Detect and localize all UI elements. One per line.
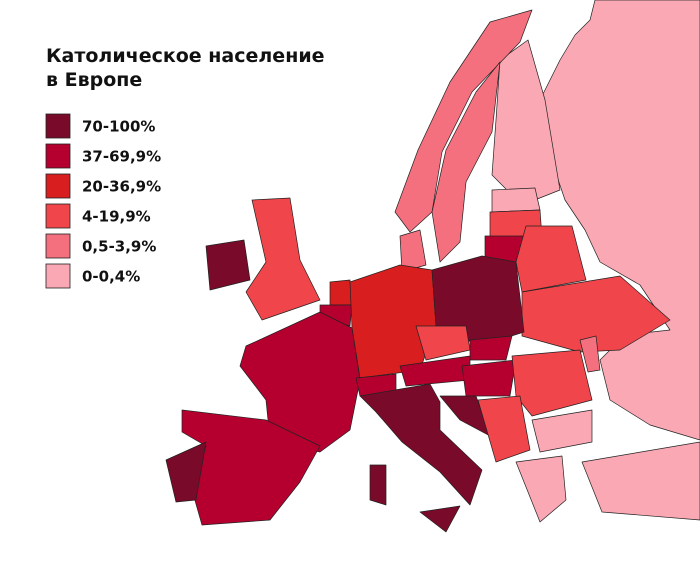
romania xyxy=(511,349,593,417)
ukraine xyxy=(521,275,671,353)
turkey xyxy=(581,441,700,521)
legend-swatch xyxy=(45,263,71,289)
estonia xyxy=(491,187,541,213)
bulgaria xyxy=(531,409,593,453)
russia xyxy=(539,0,700,441)
legend-label: 37-69,9% xyxy=(82,148,161,166)
uk xyxy=(245,197,321,321)
greece xyxy=(515,455,567,523)
sardinia xyxy=(369,464,387,506)
portugal xyxy=(165,441,207,503)
denmark xyxy=(399,229,427,273)
legend-label: 20-36,9% xyxy=(82,178,161,196)
legend-label: 0,5-3,9% xyxy=(82,238,156,256)
slovakia xyxy=(469,335,513,361)
legend-swatch xyxy=(45,113,71,139)
sicily xyxy=(419,505,461,533)
legend-swatch xyxy=(45,143,71,169)
legend-swatch xyxy=(45,203,71,229)
legend-swatch xyxy=(45,233,71,259)
hungary xyxy=(461,359,517,397)
legend-label: 4-19,9% xyxy=(82,208,151,226)
europe-map xyxy=(165,0,700,533)
spain xyxy=(181,409,321,526)
finland xyxy=(491,39,561,206)
france xyxy=(239,311,361,453)
title: в Европе xyxy=(46,69,142,91)
ireland xyxy=(205,239,251,291)
norway xyxy=(394,9,533,233)
italy xyxy=(359,383,483,506)
balkans xyxy=(477,395,531,463)
sweden xyxy=(431,61,501,263)
legend-label: 70-100% xyxy=(82,118,155,136)
germany xyxy=(349,264,437,379)
belarus xyxy=(515,225,587,293)
moldova xyxy=(579,335,601,373)
netherlands xyxy=(329,279,353,306)
legend-swatch xyxy=(45,173,71,199)
title: Католическое население xyxy=(46,45,325,67)
legend-label: 0-0,4% xyxy=(82,268,140,286)
legend: 70-100% 37-69,9% 20-36,9% 4-19,9% 0,5-3,9% 0-… xyxy=(45,113,161,289)
